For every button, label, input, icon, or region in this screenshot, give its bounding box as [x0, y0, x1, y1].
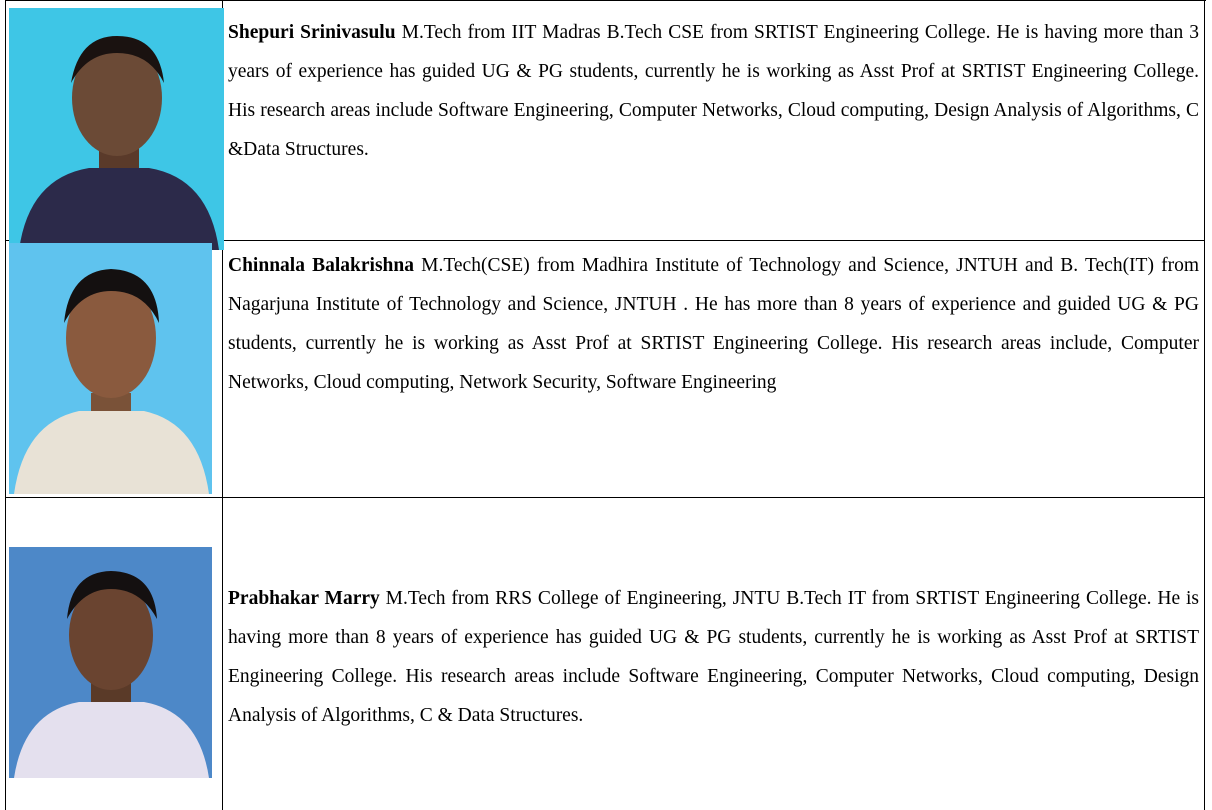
author-name: Chinnala Balakrishna	[228, 255, 414, 276]
author-description: M.Tech(CSE) from Madhira Institute of Te…	[228, 255, 1200, 393]
author-photo	[9, 243, 212, 494]
table-border	[5, 497, 1205, 498]
table-border	[5, 0, 6, 810]
author-description: M.Tech from IIT Madras B.Tech CSE from S…	[228, 22, 1200, 160]
author-name: Prabhakar Marry	[228, 588, 380, 609]
table-border	[5, 0, 1206, 1]
table-border	[1204, 0, 1205, 810]
table-border	[222, 0, 223, 810]
author-photo	[9, 547, 212, 778]
author-bio: Prabhakar Marry M.Tech from RRS College …	[228, 579, 1199, 735]
author-name: Shepuri Srinivasulu	[228, 22, 396, 43]
author-bio: Chinnala Balakrishna M.Tech(CSE) from Ma…	[228, 246, 1199, 402]
author-description: M.Tech from RRS College of Engineering, …	[228, 588, 1199, 726]
table-border	[5, 240, 1205, 241]
author-photo	[9, 8, 224, 250]
author-bio: Shepuri Srinivasulu M.Tech from IIT Madr…	[228, 13, 1199, 169]
